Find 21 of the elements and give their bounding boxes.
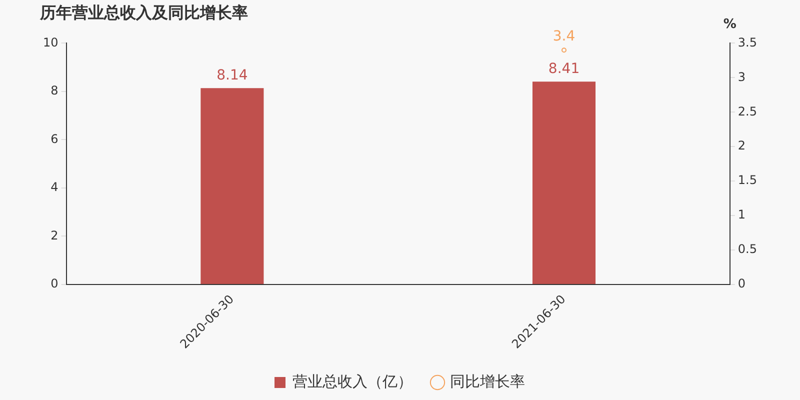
y2-tick-label: 3 [738,70,746,84]
y2-tick-label: 2.5 [738,104,758,118]
y2-tick-label: 0 [738,276,746,291]
y2-tick-label: 2 [738,138,746,153]
legend-label: 同比增长率 [450,372,525,390]
y-tick-label: 6 [50,132,58,146]
y-tick-label: 4 [50,180,58,194]
y-tick-label: 8 [50,84,58,98]
y2-tick-label: 1 [738,208,746,222]
data-label: 8.14 [216,68,248,84]
y-tick-label: 2 [50,228,58,242]
legend-label: 营业总收入（亿） [292,372,412,390]
y2-axis-title: % [723,17,736,32]
y-tick-label: 10 [42,35,58,50]
y2-tick-label: 1.5 [738,173,758,188]
data-label: 8.41 [548,61,580,78]
y-tick-label: 0 [50,276,58,291]
chart-title: 历年营业总收入及同比增长率 [39,2,248,22]
y2-tick-label: 0.5 [738,242,758,256]
data-label: 3.4 [552,28,576,45]
y2-tick-label: 3.5 [738,35,758,50]
